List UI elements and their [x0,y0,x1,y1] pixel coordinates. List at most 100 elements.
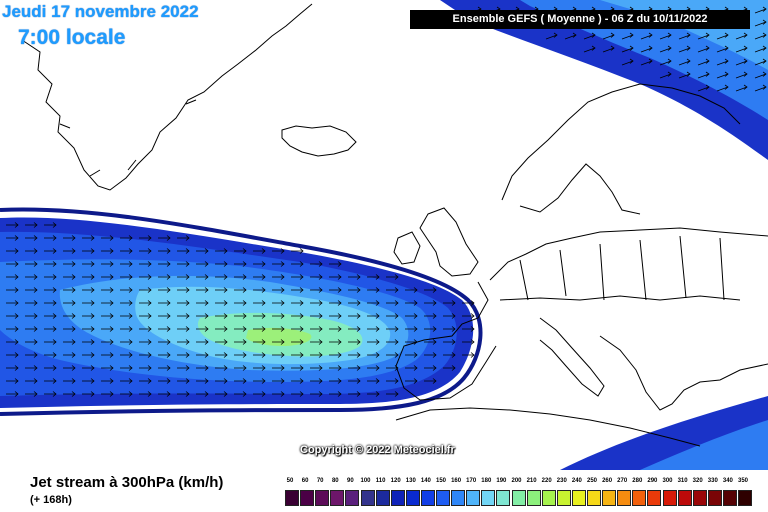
wind-arrow [63,274,76,280]
wind-arrow [291,391,304,397]
wind-arrow [424,287,437,293]
wind-arrow [329,365,342,371]
wind-arrow [215,326,228,332]
wind-arrow [25,287,38,293]
wind-arrow [640,32,653,40]
wind-arrow [621,45,634,53]
wind-arrow [386,352,399,358]
wind-arrow [310,261,323,267]
wind-arrow [253,313,266,319]
wind-arrow [82,352,95,358]
scale-label: 200 [511,478,522,484]
wind-arrow [443,339,456,345]
scale-swatch [617,490,632,506]
wind-arrow [386,274,399,280]
wind-arrow [215,352,228,358]
wind-arrow [735,45,748,53]
scale-swatch [360,490,375,506]
wind-arrow [735,71,748,79]
wind-arrow [101,261,114,267]
wind-arrow [177,300,190,306]
wind-arrow [63,339,76,345]
wind-arrow [424,378,437,384]
wind-arrow [139,313,152,319]
wind-arrow [6,339,19,345]
wind-arrow [310,287,323,293]
wind-arrow [602,32,615,40]
wind-arrow [177,313,190,319]
wind-arrow [234,352,247,358]
wind-arrow [545,32,558,40]
wind-arrow [120,313,133,319]
lead-time: (+ 168h) [30,494,72,506]
wind-arrow [196,391,209,397]
wind-arrow [234,261,247,267]
wind-arrow [196,261,209,267]
scale-label: 140 [420,478,431,484]
wind-arrow [158,339,171,345]
wind-arrow [253,365,266,371]
europe-coastline [393,83,768,447]
wind-arrow [101,365,114,371]
wind-arrow [234,248,247,254]
wind-arrow [291,365,304,371]
wind-arrow [659,32,672,40]
wind-arrow [234,313,247,319]
wind-arrow [44,365,57,371]
wind-arrow [215,248,228,254]
wind-arrow [640,58,653,66]
wind-arrow [120,274,133,280]
wind-arrow [272,326,285,332]
wind-arrow [44,378,57,384]
wind-arrow [25,391,38,397]
scale-swatch [375,490,390,506]
wind-arrow [25,248,38,254]
wind-arrow [139,391,152,397]
wind-arrow [82,248,95,254]
wind-arrow [120,391,133,397]
wind-arrow [329,274,342,280]
wind-arrow [234,274,247,280]
wind-arrow [6,287,19,293]
wind-arrow [272,261,285,267]
wind-arrow [621,32,634,40]
wind-arrow [754,32,767,40]
wind-arrow [101,274,114,280]
wind-arrow [158,261,171,267]
scale-swatch [345,490,360,506]
wind-arrow [6,248,19,254]
scale-label: 100 [360,478,371,484]
wind-arrow [659,45,672,53]
scale-label: 320 [692,478,703,484]
wind-arrow [253,352,266,358]
wind-arrow [234,339,247,345]
wind-arrow [101,391,114,397]
wind-arrow [348,300,361,306]
wind-arrow [215,274,228,280]
wind-arrow [196,339,209,345]
scale-swatch [481,490,496,506]
wind-arrow [215,300,228,306]
wind-arrow [139,326,152,332]
wind-arrow [386,287,399,293]
wind-arrow [697,84,710,92]
wind-arrow [82,287,95,293]
scale-label: 60 [301,478,309,484]
scale-label: 330 [707,478,718,484]
scale-label: 260 [602,478,613,484]
wind-arrow [25,235,38,241]
wind-arrow [177,287,190,293]
iceland-coastline [281,125,357,157]
wind-arrow [640,45,653,53]
wind-arrow [735,32,748,40]
wind-arrow [291,352,304,358]
wind-arrow [697,32,710,40]
scale-swatch [602,490,617,506]
wind-arrow [754,71,767,79]
wind-arrow [63,248,76,254]
scale-swatch [677,490,692,506]
wind-arrow [6,313,19,319]
scale-swatch [496,490,511,506]
scale-swatch [587,490,601,506]
wind-arrow [310,313,323,319]
